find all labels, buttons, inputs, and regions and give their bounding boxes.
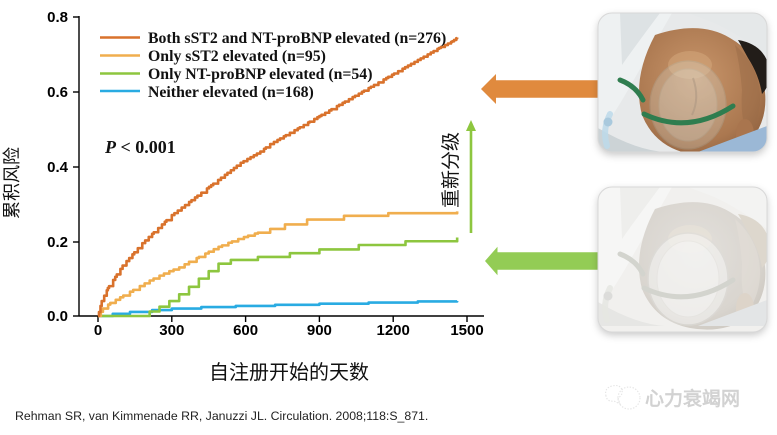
svg-text:重新分级: 重新分级 (440, 132, 462, 208)
svg-text:心力衰竭网: 心力衰竭网 (645, 387, 740, 410)
